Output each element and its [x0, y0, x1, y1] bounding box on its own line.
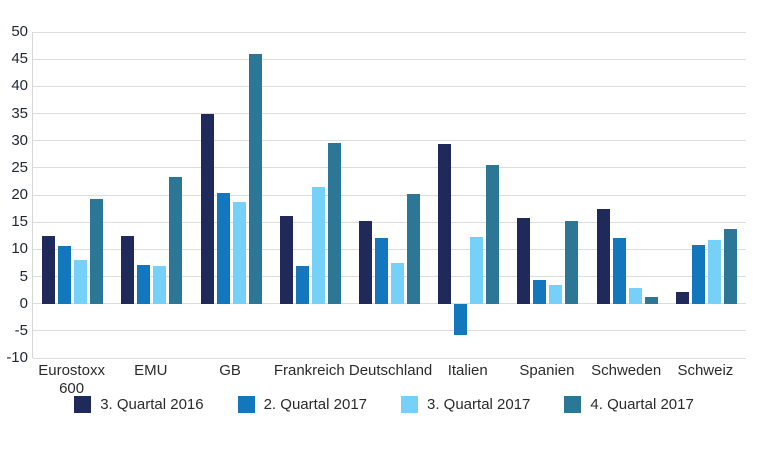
- legend-swatch: [564, 396, 582, 413]
- x-axis-category-label: Eurostoxx 600: [38, 362, 105, 397]
- bar: [248, 53, 262, 304]
- gridline: [33, 276, 746, 277]
- bar: [691, 244, 705, 304]
- bar: [311, 187, 325, 304]
- bar: [279, 216, 293, 304]
- gridline: [33, 248, 746, 250]
- gridline: [33, 113, 746, 114]
- bar: [470, 236, 484, 304]
- x-axis-category-label: EMU: [134, 362, 168, 379]
- x-axis-category-label: Schweden: [591, 362, 662, 379]
- bar: [644, 296, 658, 304]
- legend-swatch: [74, 396, 92, 413]
- bar: [628, 288, 642, 304]
- gridline: [33, 58, 746, 60]
- legend-item: 2. Quartal 2017: [237, 396, 367, 413]
- bar: [438, 143, 452, 304]
- bar: [454, 303, 468, 335]
- bar: [374, 238, 388, 304]
- gridline: [33, 167, 746, 169]
- bar: [58, 245, 72, 304]
- bar-group: [350, 32, 429, 358]
- bar: [169, 176, 183, 304]
- y-axis-tick-label: 30: [11, 131, 28, 149]
- y-axis-tick-label: -10: [6, 349, 28, 366]
- bar-group: [508, 32, 587, 358]
- bar: [723, 228, 737, 304]
- x-axis-category-label: Italien: [447, 362, 488, 379]
- bar-group: [112, 32, 191, 358]
- x-axis-category-label: Deutschland: [348, 362, 433, 379]
- legend-label: 2. Quartal 2017: [263, 396, 367, 413]
- x-axis-category-label: Spanien: [519, 362, 575, 379]
- y-axis-tick-label: 45: [11, 50, 28, 68]
- bar-group: [588, 32, 667, 358]
- bar: [232, 201, 246, 304]
- bar-group: [271, 32, 350, 358]
- legend-label: 3. Quartal 2016: [100, 396, 204, 413]
- bar: [327, 142, 341, 304]
- bar: [137, 264, 151, 304]
- gridline: [33, 330, 746, 332]
- bar: [390, 263, 404, 304]
- plot-area: [32, 31, 746, 359]
- bar: [358, 220, 372, 304]
- legend-label: 3. Quartal 2017: [427, 396, 531, 413]
- bar-group: [33, 32, 112, 358]
- bar: [406, 194, 420, 304]
- bar: [153, 266, 167, 304]
- y-axis-tick-label: 10: [11, 240, 28, 258]
- y-axis-tick-label: 25: [11, 158, 28, 176]
- y-axis-tick-label: 40: [11, 77, 28, 95]
- bar: [707, 240, 721, 304]
- bar: [517, 217, 531, 304]
- x-axis-category-label: GB: [219, 362, 241, 379]
- x-axis-category-label: Schweiz: [677, 362, 734, 379]
- gridline: [33, 31, 746, 33]
- gridline: [33, 357, 746, 359]
- bar: [612, 238, 626, 304]
- gridline: [33, 303, 746, 305]
- x-axis-category-label: Frankreich: [273, 362, 345, 379]
- legend: 3. Quartal 2016 2. Quartal 2017 3. Quartal…: [0, 396, 768, 413]
- bar: [121, 235, 135, 304]
- gridline: [33, 140, 746, 142]
- bar: [565, 220, 579, 304]
- legend-item: 3. Quartal 2017: [401, 396, 530, 413]
- bar: [596, 208, 610, 304]
- bar: [200, 113, 214, 304]
- bar-group: [667, 32, 746, 358]
- bar-group: [429, 32, 508, 358]
- y-axis-tick-label: 0: [19, 294, 28, 312]
- gridline: [33, 221, 746, 223]
- gridline: [33, 85, 746, 87]
- y-axis-tick-label: 50: [11, 23, 28, 40]
- bar: [549, 285, 563, 304]
- bar: [533, 279, 547, 304]
- legend-item: 4. Quartal 2017: [564, 396, 694, 413]
- bar: [216, 193, 230, 304]
- bar: [74, 259, 88, 304]
- legend-label: 4. Quartal 2017: [590, 396, 694, 413]
- gridline: [33, 194, 746, 196]
- y-axis-tick-label: 35: [11, 104, 28, 122]
- legend-swatch: [237, 396, 255, 413]
- bar: [675, 292, 689, 304]
- y-axis-tick-label: 5: [19, 267, 28, 285]
- bar: [42, 235, 56, 304]
- bar: [90, 199, 104, 304]
- bar: [295, 266, 309, 304]
- y-axis-tick-label: 20: [11, 186, 28, 203]
- bar-group: [191, 32, 270, 358]
- y-axis-tick-label: 15: [11, 213, 28, 231]
- legend-item: 3. Quartal 2016: [74, 396, 204, 413]
- legend-swatch: [401, 396, 418, 413]
- bar: [486, 164, 500, 304]
- y-axis-tick-label: -5: [14, 321, 28, 339]
